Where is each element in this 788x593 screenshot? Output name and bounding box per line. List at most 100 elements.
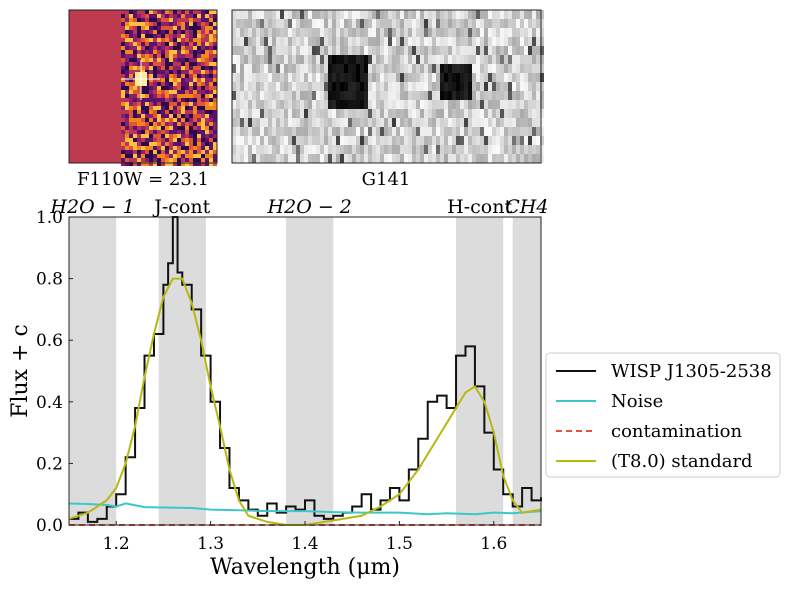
thumbnail-left-pixel — [129, 158, 133, 162]
thumbnail-right-pixel — [440, 10, 444, 19]
thumbnail-left-pixel — [197, 46, 201, 50]
x-axis-label: Wavelength (μm) — [210, 555, 400, 580]
thumbnail-left-pixel — [181, 94, 185, 98]
thumbnail-right-pixel — [260, 82, 264, 91]
thumbnail-left-pixel — [153, 154, 157, 158]
thumbnail-right-pixel — [340, 136, 344, 145]
thumbnail-right-pixel — [252, 82, 256, 91]
thumbnail-left-pixel — [181, 146, 185, 150]
thumbnail-right-pixel — [444, 118, 448, 127]
thumbnail-left-pixel — [209, 162, 213, 166]
thumbnail-left-pixel — [169, 42, 173, 46]
thumbnail-left-pixel — [205, 22, 209, 26]
thumbnail-right-pixel — [320, 10, 324, 19]
thumbnail-left-pixel — [181, 42, 185, 46]
thumbnail-right-pixel — [356, 73, 360, 82]
thumbnail-right-pixel — [488, 118, 492, 127]
thumbnail-right-pixel — [376, 154, 380, 163]
thumbnail-left-pixel — [205, 122, 209, 126]
thumbnail-left-pixel — [213, 46, 217, 50]
thumbnail-right-pixel — [540, 100, 544, 109]
thumbnail-right-pixel — [352, 64, 356, 73]
thumbnail-right-pixel — [296, 19, 300, 28]
thumbnail-left-pixel — [189, 94, 193, 98]
thumbnail-left-pixel — [133, 42, 137, 46]
thumbnail-left-pixel — [189, 90, 193, 94]
thumbnail-right-pixel — [472, 118, 476, 127]
thumbnail-left-pixel — [165, 58, 169, 62]
thumbnail-right-pixel — [532, 109, 536, 118]
thumbnail-right-pixel — [360, 28, 364, 37]
thumbnail-right-pixel — [332, 64, 336, 73]
thumbnail-left-pixel — [133, 18, 137, 22]
thumbnail-right-pixel — [540, 37, 544, 46]
thumbnail-right-pixel — [384, 154, 388, 163]
thumbnail-left-pixel — [193, 162, 197, 166]
thumbnail-right-pixel — [328, 19, 332, 28]
thumbnail-right-pixel — [356, 28, 360, 37]
thumbnail-right-pixel — [244, 118, 248, 127]
thumbnail-right-pixel — [408, 145, 412, 154]
thumbnail-left-pixel — [141, 130, 145, 134]
thumbnail-left-pixel — [201, 78, 205, 82]
thumbnail-right-pixel — [308, 91, 312, 100]
thumbnail-right-pixel — [416, 154, 420, 163]
thumbnail-left-pixel — [197, 142, 201, 146]
thumbnail-right-pixel — [468, 64, 472, 73]
thumbnail-right-pixel — [312, 109, 316, 118]
thumbnail-left-pixel — [201, 114, 205, 118]
thumbnail-right-pixel — [240, 37, 244, 46]
thumbnail-right-pixel — [336, 19, 340, 28]
thumbnail-right-pixel — [452, 28, 456, 37]
thumbnail-right-pixel — [368, 37, 372, 46]
thumbnail-right-pixel — [320, 28, 324, 37]
thumbnail-left-pixel — [189, 30, 193, 34]
thumbnail-right-pixel — [436, 28, 440, 37]
legend: WISP J1305-2538Noisecontamination(T8.0) … — [545, 352, 781, 478]
thumbnail-right-pixel — [500, 28, 504, 37]
thumbnail-right-pixel — [368, 145, 372, 154]
thumbnail-left-pixel — [209, 102, 213, 106]
thumbnail-right-pixel — [396, 64, 400, 73]
thumbnail-right-pixel — [260, 145, 264, 154]
thumbnail-right-pixel — [456, 64, 460, 73]
thumbnail-right-pixel — [448, 154, 452, 163]
thumbnail-left-pixel — [157, 38, 161, 42]
y-tick-label: 0.2 — [36, 454, 63, 474]
thumbnail-right-pixel — [320, 64, 324, 73]
thumbnail-left-pixel — [185, 122, 189, 126]
thumbnail-right-pixel — [404, 127, 408, 136]
thumbnail-left-pixel — [125, 14, 129, 18]
thumbnail-right-pixel — [296, 91, 300, 100]
thumbnail-right-pixel — [484, 19, 488, 28]
thumbnail-left-pixel — [141, 142, 145, 146]
thumbnail-right-pixel — [364, 136, 368, 145]
thumbnail-right-pixel — [268, 109, 272, 118]
thumbnail-right-pixel — [424, 37, 428, 46]
thumbnail-right-pixel — [304, 118, 308, 127]
thumbnail-right-pixel — [340, 118, 344, 127]
thumbnail-right-pixel — [504, 91, 508, 100]
thumbnail-left-pixel — [201, 106, 205, 110]
thumbnail-right-pixel — [300, 154, 304, 163]
thumbnail-right-pixel — [344, 145, 348, 154]
thumbnail-right-pixel — [384, 73, 388, 82]
thumbnail-right-pixel — [488, 136, 492, 145]
thumbnail-left-pixel — [173, 42, 177, 46]
band-region — [158, 217, 206, 525]
thumbnail-right-pixel — [516, 73, 520, 82]
thumbnail-right-pixel — [436, 55, 440, 64]
thumbnail-right-pixel — [512, 100, 516, 109]
thumbnail-right-pixel — [352, 19, 356, 28]
thumbnail-right-pixel — [388, 10, 392, 19]
thumbnail-left-pixel — [145, 110, 149, 114]
thumbnail-left-pixel — [149, 58, 153, 62]
thumbnail-right-pixel — [312, 64, 316, 73]
series-t8-standard — [68, 277, 542, 526]
thumbnail-right-pixel — [240, 73, 244, 82]
thumbnail-right-pixel — [256, 136, 260, 145]
thumbnail-right-pixel — [372, 19, 376, 28]
thumbnail-right-pixel — [432, 145, 436, 154]
thumbnail-right-pixel — [508, 64, 512, 73]
thumbnail-left-pixel — [153, 138, 157, 142]
